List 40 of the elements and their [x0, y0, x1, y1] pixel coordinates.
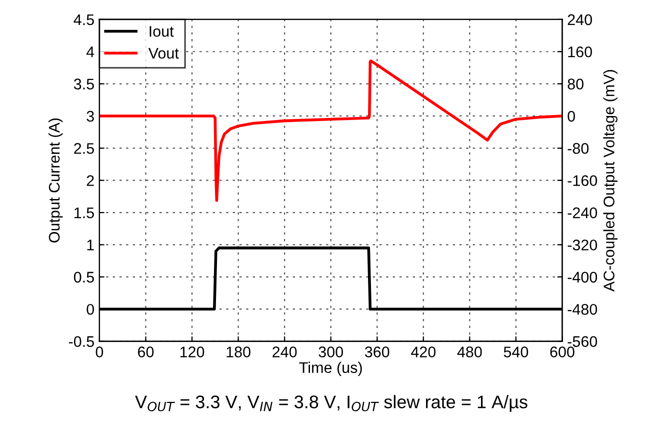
y-tick-label: 0.5: [74, 272, 94, 283]
legend-label: Vout: [148, 48, 179, 59]
y2-tick-label: -320: [568, 240, 598, 250]
y2-axis-title: AC-coupled Output Voltage (mV): [603, 70, 618, 292]
line-series: [99, 59, 562, 202]
y-tick-label: 0: [86, 304, 94, 315]
y2-tick-label: -240: [568, 207, 598, 218]
y2-tick-label: 160: [568, 46, 592, 58]
y2-tick-label: 0: [568, 110, 575, 122]
x-tick-label: 600: [550, 346, 574, 358]
x-tick-label: 540: [504, 346, 528, 358]
y2-tick-label: -160: [568, 175, 598, 186]
x-tick-label: 360: [364, 346, 390, 358]
y-tick-label: 2: [86, 175, 94, 186]
x-tick-label: 300: [318, 346, 343, 358]
x-tick-label: 120: [180, 346, 204, 358]
y2-tick-label: -400: [568, 272, 598, 283]
y-tick-label: 3: [86, 110, 94, 122]
y-tick-label: 4: [86, 46, 94, 58]
x-tick-label: 0: [96, 346, 104, 358]
y2-tick-label: -80: [568, 143, 589, 154]
y-tick-label: 1: [87, 240, 94, 250]
y-tick-label: 1.5: [74, 208, 94, 218]
y-tick-label: -0.5: [68, 336, 94, 347]
x-tick-label: 240: [272, 346, 297, 358]
y-tick-label: 2.5: [74, 143, 94, 154]
y2-tick-label: -480: [568, 304, 598, 315]
x-tick-label: 480: [457, 346, 482, 358]
text: V$_{OUT}$ = 3.3 V, V$_{IN}$ = 3.8 V, I$_{OUT}$ slew rate = 1 A/µs: [135, 395, 528, 412]
y-axis-title: Output Current (A): [48, 118, 63, 242]
x-tick-label: 180: [226, 346, 250, 358]
x-tick-label: 60: [138, 346, 154, 358]
y-tick-label: 4.5: [74, 14, 94, 26]
y2-tick-label: 80: [568, 78, 584, 90]
x-axis-title: Time (us): [299, 362, 362, 376]
x-tick-label: 420: [411, 346, 436, 358]
y2-tick-label: 240: [568, 14, 592, 26]
legend-label: Iout: [150, 26, 174, 37]
y2-tick-label: -560: [568, 336, 598, 347]
y-tick-label: 3.5: [74, 78, 94, 90]
